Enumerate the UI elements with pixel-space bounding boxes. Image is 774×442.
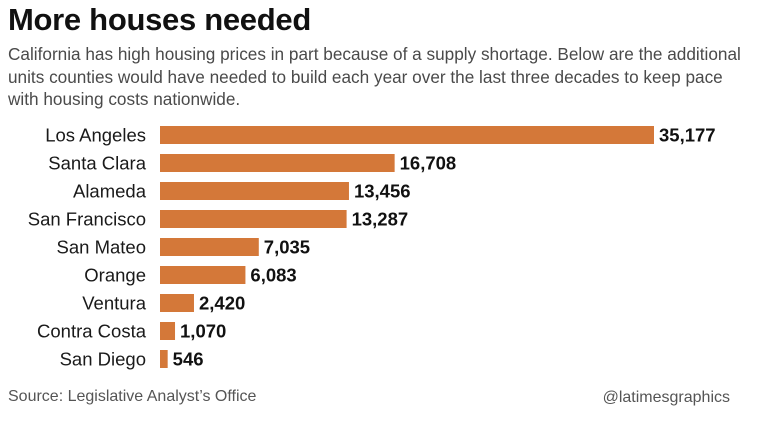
category-label: San Mateo: [57, 237, 146, 258]
category-label: San Diego: [60, 349, 146, 370]
value-label: 546: [173, 349, 204, 370]
value-label: 13,287: [352, 209, 409, 230]
category-label: Los Angeles: [45, 125, 146, 146]
value-label: 16,708: [400, 153, 457, 174]
bar: [160, 322, 176, 340]
category-label: Contra Costa: [37, 321, 147, 342]
value-label: 2,420: [199, 293, 245, 314]
bar: [160, 154, 395, 172]
category-label: Ventura: [82, 293, 146, 314]
bar-chart: Los Angeles 35,177 Santa Clara 16,708 Alamed…: [28, 125, 716, 370]
category-label: Santa Clara: [48, 153, 146, 174]
bar: [160, 210, 347, 228]
bar: [160, 350, 168, 368]
bar: [160, 238, 259, 256]
chart-title: More houses needed: [8, 2, 311, 37]
bar: [160, 182, 349, 200]
category-label: Orange: [84, 265, 146, 286]
category-label: Alameda: [73, 181, 147, 202]
category-label: San Francisco: [28, 209, 146, 230]
value-label: 7,035: [264, 237, 310, 258]
bar: [160, 126, 654, 144]
value-label: 13,456: [354, 181, 411, 202]
bar: [160, 266, 246, 284]
value-label: 1,070: [180, 321, 226, 342]
value-label: 6,083: [250, 265, 296, 286]
bar: [160, 294, 194, 312]
source-note: Source: Legislative Analyst’s Office: [8, 388, 257, 405]
chart-subtitle: California has high housing prices in pa…: [8, 44, 741, 109]
credit-handle: @latimesgraphics: [602, 389, 730, 406]
value-label: 35,177: [659, 125, 716, 146]
